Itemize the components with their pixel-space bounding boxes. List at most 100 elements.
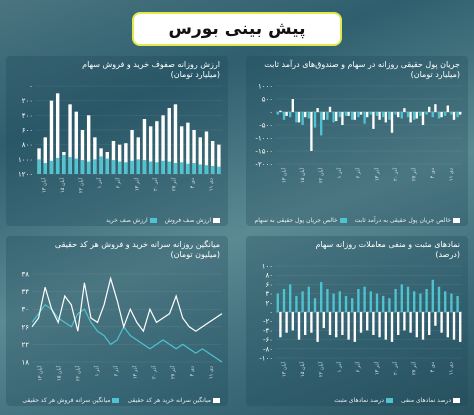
bar-series-b: [304, 112, 307, 118]
y-tick-label: ۳۰: [21, 306, 29, 314]
y-tick-label: ۱۰۰: [262, 263, 273, 271]
bar-series-a: [431, 112, 434, 118]
bar-series-b: [434, 312, 437, 326]
bar-series-b: [297, 112, 301, 123]
bar-series-b: [390, 312, 394, 342]
x-tick-label: ۱۳ آبان: [280, 167, 287, 183]
legend-label-buy-queue: ارزش صف خرید: [105, 217, 148, 224]
bar-series-b: [403, 108, 406, 112]
bar-series-a: [419, 293, 422, 312]
x-tick-label: ۶ آذر: [113, 365, 120, 376]
x-tick-label: ۱۱ دی: [209, 178, 215, 191]
bar-series-b: [93, 159, 97, 174]
bar-series-b: [335, 312, 338, 338]
panel-queues-subtitle: (میلیارد تومان): [170, 70, 220, 79]
bar-series-b: [285, 112, 288, 116]
y-tick-label: ۸۰۰: [22, 141, 33, 149]
x-tick-label: ۱۱ دی: [449, 362, 455, 375]
bar-series-a: [351, 298, 354, 312]
bar-series-a: [80, 130, 85, 174]
bar-series-b: [68, 157, 72, 174]
bar-series-b: [316, 108, 319, 112]
bar-series-b: [136, 159, 140, 174]
bar-series-a: [456, 295, 459, 312]
x-tick-label: ۲۲ آبان: [78, 177, 85, 193]
bar-series-a: [282, 112, 286, 120]
bar-series-b: [372, 112, 375, 129]
legend-item-fixed-income: خالص جریان پول حقیقی به درآمد ثابت: [355, 217, 460, 224]
panel-per-capita: میانگین روزانه سرانه خرید و فروش هر کد ح…: [6, 236, 228, 406]
bar-series-b: [62, 154, 66, 174]
bar-series-b: [142, 160, 147, 174]
bar-series-b: [409, 112, 412, 123]
legend-item-sell-per-capita: میانگین سرانه فروش هر کد حقیقی: [22, 397, 120, 404]
panel-symbols-subtitle: (درصد): [435, 250, 460, 259]
bar-series-b: [192, 163, 196, 174]
line-buy-per-capita: [31, 276, 223, 333]
panel-per-capita-subtitle: (میلیون تومان): [170, 250, 220, 259]
chart-per-capita: ۳۸ ۳۴ ۳۰ ۲۶ ۲۲ ۱۸ ۱۳ آبان ۱۵ آبان ۲۲ آبان ۱ آذر ۶ …: [21, 271, 223, 381]
bar-series-b: [55, 157, 60, 174]
bar-series-a: [74, 111, 78, 174]
banner-title: پیش بینی بورس: [168, 19, 306, 39]
bar-series-a: [456, 112, 459, 118]
y-tick-label: ۲۶: [21, 323, 29, 331]
bar-series-b: [440, 112, 443, 118]
bar-series-b: [328, 312, 332, 335]
legend-label-fixed-income: خالص جریان پول حقیقی به درآمد ثابت: [354, 217, 451, 224]
panel-money-flow: جریان پول حقیقی روزانه در سهام و صندوق‌ه…: [246, 56, 468, 226]
bar-series-b: [390, 112, 394, 133]
bar-series-a: [357, 112, 360, 118]
line-sell-per-capita: [31, 303, 223, 363]
x-tick-label: ۱۱ دی: [209, 366, 215, 379]
bar-series-a: [136, 137, 140, 174]
bar-series-a: [86, 115, 91, 174]
x-tick-label: ۱۵ آبان: [56, 365, 63, 381]
bar-series-a: [332, 112, 335, 123]
y-tick-label: ۱۸: [21, 359, 29, 367]
bar-series-b: [37, 159, 41, 174]
legend-item-sell-queue: ارزش صف فروش: [165, 217, 220, 224]
bar-series-b: [428, 312, 431, 335]
bar-series-a: [179, 126, 184, 174]
x-tick-label: ۱۵ آبان: [299, 361, 306, 377]
banner: پیش بینی بورس: [132, 12, 342, 46]
panel-money-flow-title: جریان پول حقیقی روزانه در سهام و صندوق‌ه…: [264, 60, 460, 80]
x-tick-label: ۱۱ دی: [449, 168, 455, 181]
x-tick-label: ۱ آذر: [336, 167, 343, 178]
legend-label-buy-per-capita: میانگین سرانه خرید هر کد حقیقی: [127, 397, 211, 404]
bar-series-b: [279, 312, 282, 338]
x-tick-label: ۴ دی: [430, 362, 436, 372]
y-tick-label: ۲۰: [265, 299, 273, 307]
bar-series-a: [295, 295, 298, 312]
bar-series-a: [394, 289, 397, 312]
bar-series-a: [276, 112, 279, 115]
y-tick-label: -۵۰۰: [259, 122, 273, 130]
bar-series-a: [388, 298, 391, 312]
bar-series-a: [369, 112, 372, 115]
bar-series-b: [49, 160, 54, 174]
bar-series-b: [403, 312, 406, 331]
bar-series-a: [173, 104, 178, 174]
x-tick-label: ۶ آذر: [355, 361, 362, 372]
bar-series-b: [148, 161, 153, 174]
panel-queues: ارزش روزانه صفوف خرید و فروش سهام (میلیا…: [6, 56, 228, 226]
x-tick-label: ۲۲ آبان: [318, 167, 325, 183]
y-tick-label: -۶۰: [263, 336, 273, 344]
bar-series-a: [444, 112, 447, 116]
y-tick-label: ۶۰: [265, 281, 273, 289]
bar-series-a: [49, 100, 54, 174]
bar-series-b: [384, 312, 387, 340]
bar-series-a: [307, 112, 310, 119]
chart-money-flow: ۱۰۰۰ ۵۰۰ ۰ -۵۰۰ -۱۰۰۰ -۱۵۰۰ -۲۰۰۰ ۱۳ آبان ۱۵ آبا…: [255, 83, 462, 183]
bar-series-a: [382, 112, 385, 118]
legend-label-negative: درصد نمادهای منفی: [400, 397, 451, 404]
legend-label-sell-per-capita: میانگین سرانه فروش هر کد حقیقی: [22, 397, 111, 404]
bar-series-a: [444, 291, 447, 312]
bar-series-a: [344, 112, 348, 116]
bar-series-b: [359, 312, 363, 333]
bar-series-a: [450, 112, 453, 115]
bar-series-a: [326, 112, 329, 120]
bar-series-b: [409, 312, 412, 333]
legend-item-buy-queue: ارزش صف خرید: [106, 217, 157, 224]
